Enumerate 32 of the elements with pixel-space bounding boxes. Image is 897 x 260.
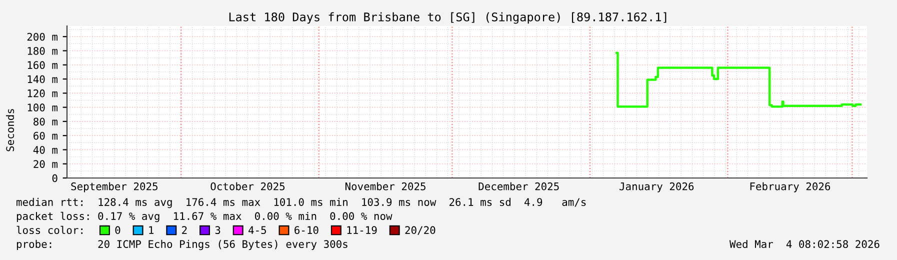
x-tick-label: September 2025 [71, 182, 158, 192]
y-tick-label: 100 m [28, 104, 58, 112]
legend-label: 6-10 [294, 226, 318, 234]
y-tick-label: 20 m [34, 160, 58, 168]
y-tick-label: 140 m [28, 75, 58, 84]
legend-label: 4-5 [248, 226, 266, 234]
y-tick-label: 0 [52, 174, 58, 182]
text: probe: 20 ICMP Echo Pings (56 Bytes) every 300s [16, 240, 348, 250]
y-tick-label: 40 m [33, 146, 58, 154]
y-tick-label: 120 m [28, 89, 58, 98]
legend-label: 2 [182, 226, 187, 234]
text: loss color: [16, 226, 82, 234]
y-tick-label: 160 m [28, 61, 58, 70]
y-tick-label: 200 m [27, 32, 58, 41]
text: Wed Mar 4 08:02:58 2026 [729, 240, 880, 248]
y-tick-label: 60 m [34, 132, 58, 140]
y-axis-title: Seconds [6, 109, 14, 152]
text: packet loss: 0.17 % avg 11.67 % max 0.00 % min 0.00 % now [16, 212, 392, 222]
legend-label: 0 [115, 226, 120, 234]
x-tick-label: January 2026 [620, 182, 694, 192]
y-tick-label: 180 m [28, 47, 58, 55]
x-tick-label: December 2025 [478, 182, 559, 190]
chart-title: Last 180 Days from Brisbane to [SG] (Singapore) [89.187.162.1] [229, 12, 666, 24]
legend-label: 1 [149, 226, 154, 234]
legend-label: 11-19 [347, 226, 377, 234]
x-tick-label: November 2025 [345, 182, 426, 190]
x-tick-label: October 2025 [210, 182, 285, 190]
text: median rtt: 128.4 ms avg 176.4 ms max 101.0 ms min 103.9 ms now 26.1 ms sd 4.9 am/s [16, 198, 586, 208]
legend-label: 3 [215, 226, 220, 234]
x-tick-label: February 2026 [750, 182, 830, 192]
legend-label: 20/20 [405, 226, 436, 235]
y-tick-label: 80 m [34, 118, 58, 126]
